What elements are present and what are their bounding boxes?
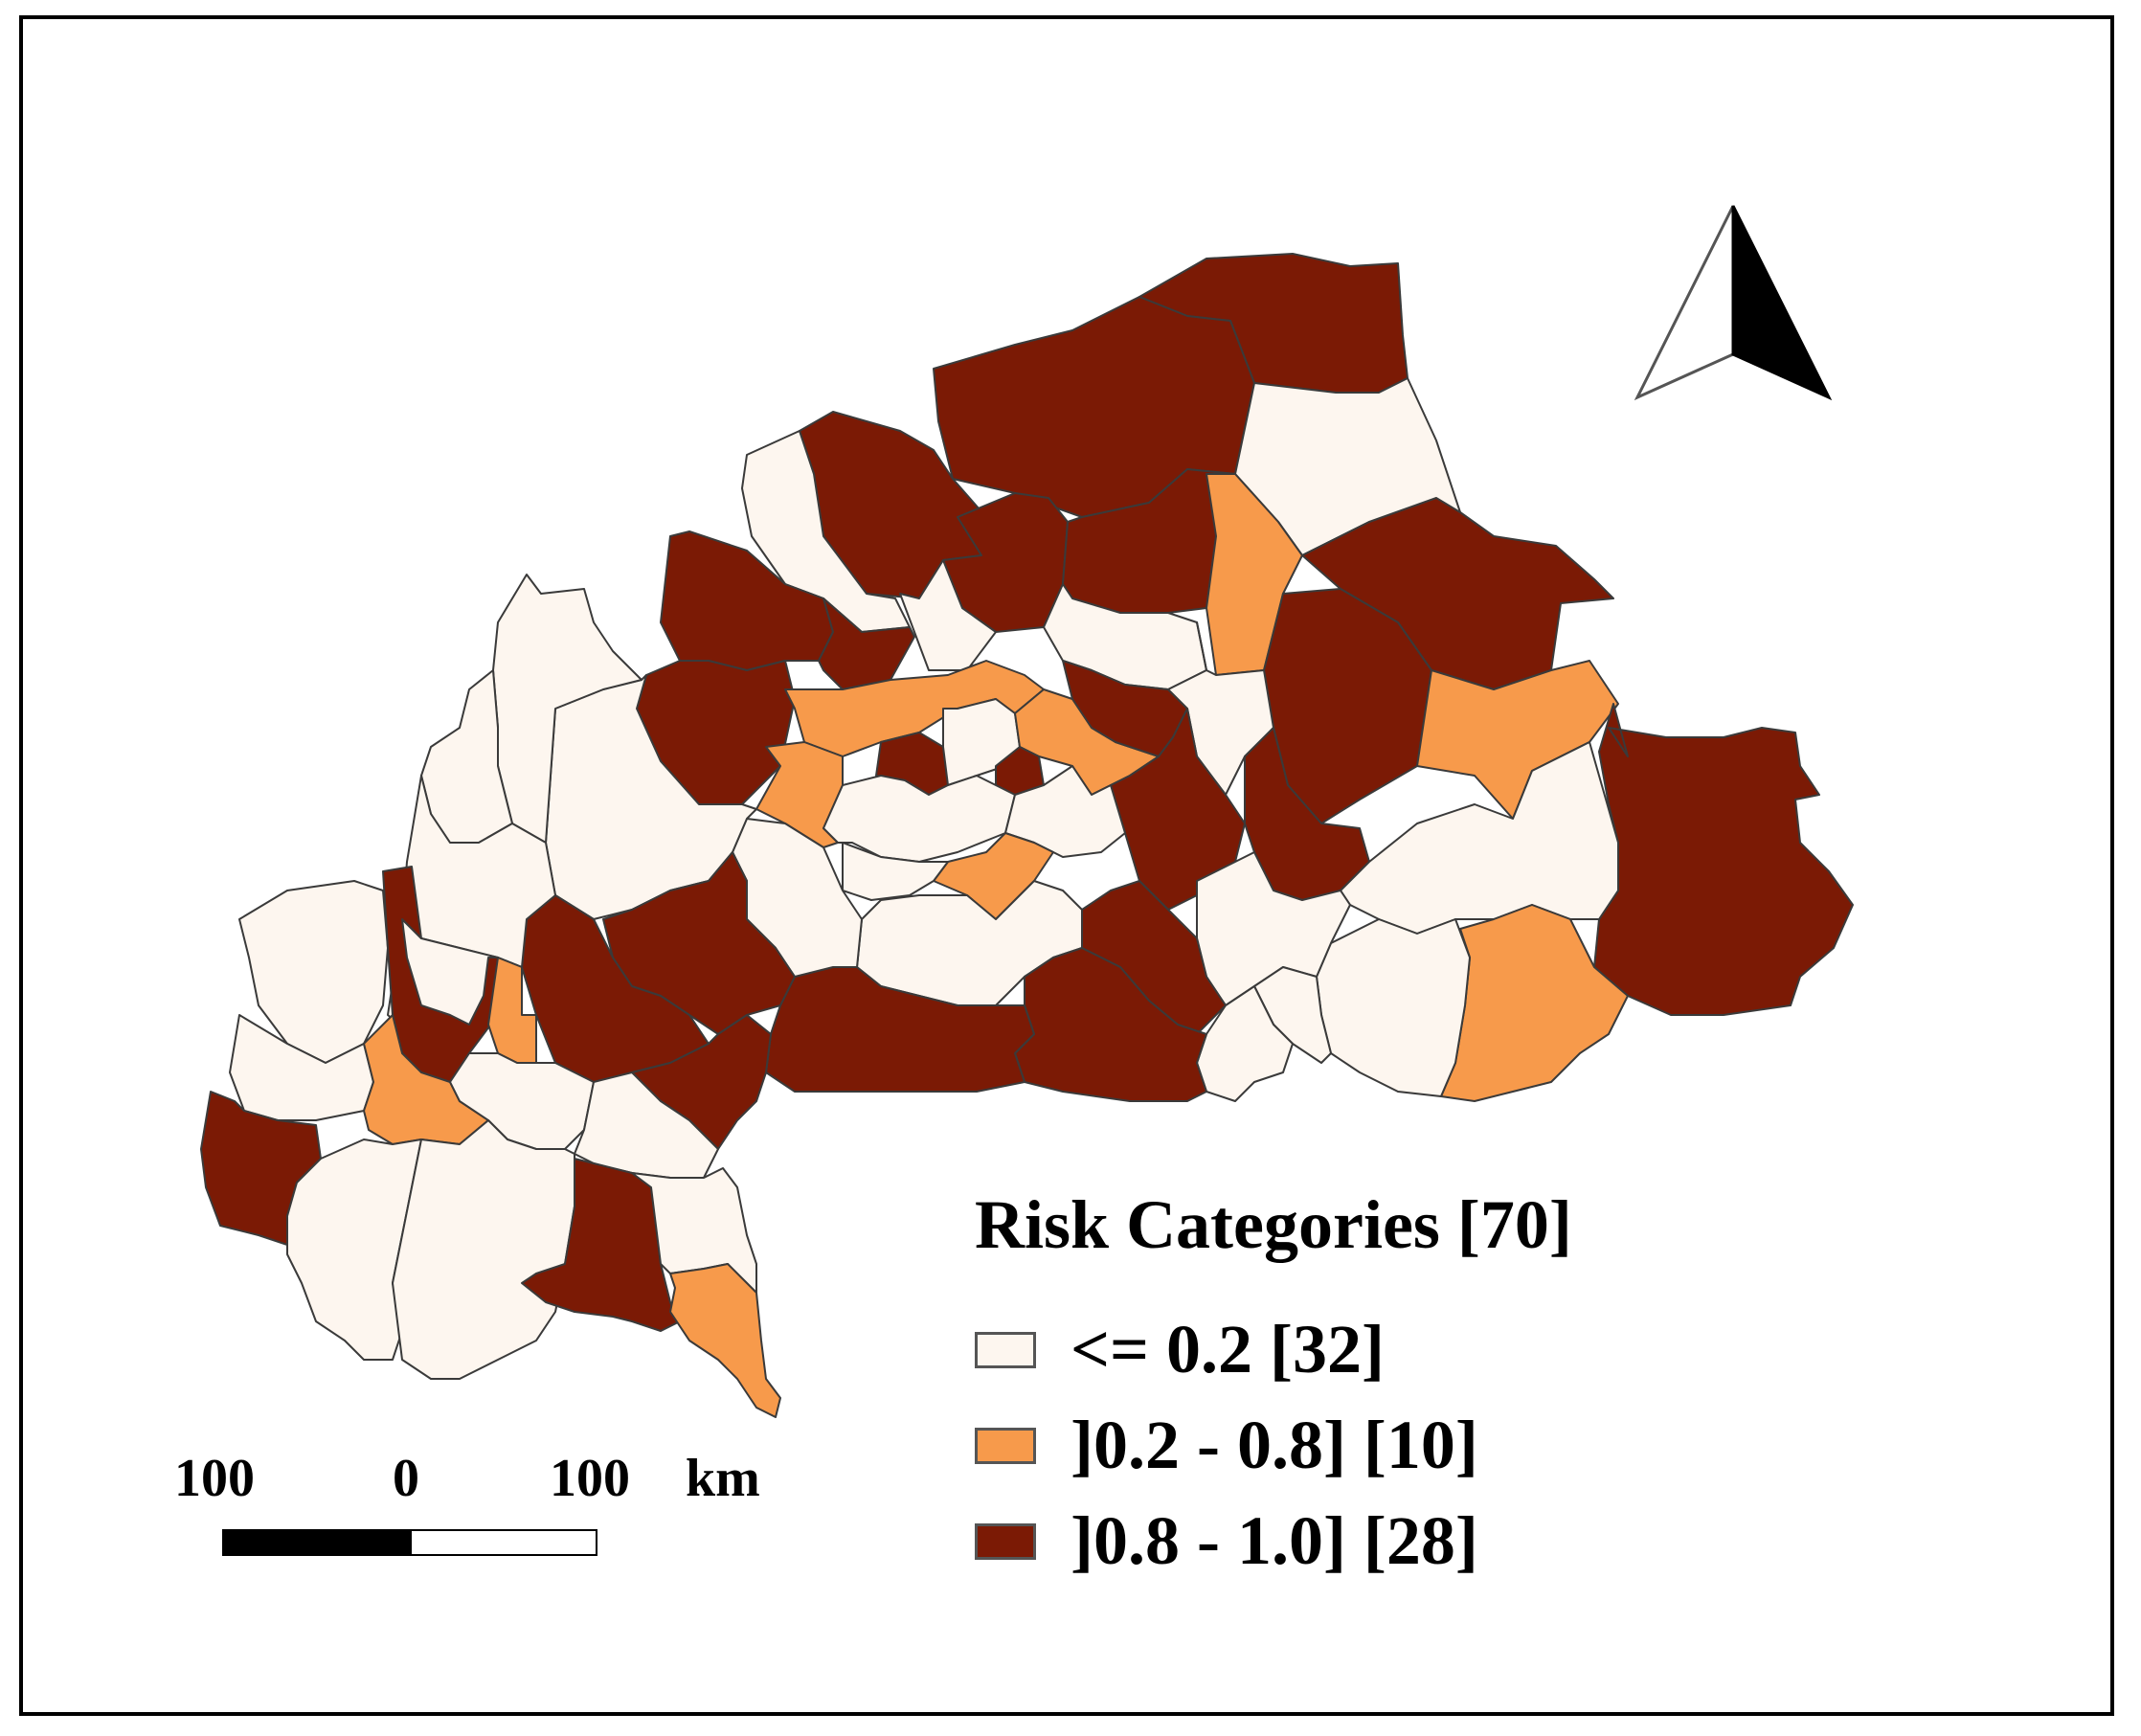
region-cm-8 [1167,621,1274,796]
scale-label-left: 100 [174,1449,255,1508]
region-sw-6 [669,1263,781,1418]
region-cm-9 [1110,708,1246,911]
legend-item-medium: ]0.2 - 0.8] [10] [975,1406,1478,1485]
scale-bar [222,1529,597,1556]
legend-swatch-high [975,1522,1036,1560]
region-cl-4 [842,842,949,901]
legend-label-high: ]0.8 - 1.0] [28] [1070,1502,1478,1579]
legend-swatch-medium [975,1427,1036,1464]
region-sw-3 [392,1119,575,1380]
scale-label-unit: km [686,1449,760,1508]
region-east-1 [1593,703,1854,1016]
region-c-1 [899,559,997,671]
legend-label-medium: ]0.2 - 0.8] [10] [1070,1407,1478,1483]
legend-label-low: <= 0.2 [32] [1070,1311,1386,1387]
legend-swatch-low [975,1331,1036,1368]
region-east-2 [1340,741,1619,935]
scale-label-mid: 0 [393,1449,419,1508]
region-east-4 [1316,918,1471,1097]
region-nc-2 [1062,468,1236,614]
north-arrow-icon [1634,205,1833,401]
map-regions [200,253,1854,1418]
legend-item-high: ]0.8 - 1.0] [28] [975,1501,1478,1581]
legend-item-low: <= 0.2 [32] [975,1310,1385,1389]
legend-title: Risk Categories [70] [975,1186,1572,1263]
region-fw-1 [238,880,389,1064]
scale-label-right: 100 [550,1449,630,1508]
